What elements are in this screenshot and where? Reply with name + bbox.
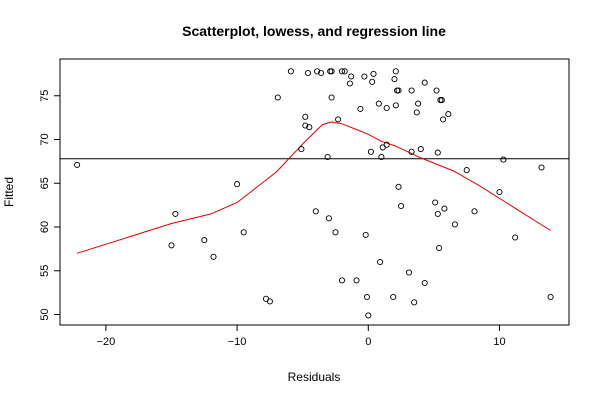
x-tick-label: −20 <box>97 336 116 348</box>
data-point <box>441 205 448 212</box>
data-point <box>408 87 415 94</box>
lowess-line <box>76 121 551 254</box>
data-point <box>398 202 405 210</box>
data-point <box>328 94 335 101</box>
data-point <box>341 68 348 75</box>
data-point <box>234 181 241 188</box>
y-tick-label: 65 <box>39 177 51 189</box>
data-point <box>383 141 390 148</box>
data-point <box>432 199 439 206</box>
data-point <box>451 221 458 228</box>
data-point <box>314 68 321 75</box>
data-point <box>201 237 208 244</box>
data-point <box>434 210 441 217</box>
data-point <box>370 70 377 77</box>
data-point <box>496 188 503 196</box>
data-point <box>338 68 346 75</box>
data-point <box>375 100 382 107</box>
data-point <box>298 146 305 153</box>
data-point <box>172 210 179 217</box>
data-point <box>363 293 371 301</box>
data-point <box>74 161 81 168</box>
data-point <box>367 148 374 155</box>
data-point <box>348 73 355 80</box>
data-point <box>346 80 353 87</box>
data-point <box>302 122 309 129</box>
data-point <box>353 277 360 284</box>
x-tick-label: 0 <box>365 336 371 348</box>
chart-title: Scatterplot, lowess, and regression line <box>182 23 446 39</box>
data-point <box>500 156 507 163</box>
data-point <box>210 253 217 260</box>
y-tick-label: 75 <box>39 90 51 102</box>
data-point <box>421 79 428 86</box>
data-point <box>335 116 342 123</box>
data-point <box>390 293 397 301</box>
data-point <box>438 97 445 104</box>
y-axis: 50 55 60 65 70 75 <box>39 90 60 321</box>
x-tick-label: −10 <box>228 336 247 348</box>
data-point <box>547 293 554 301</box>
x-axis: −20 −10 0 10 <box>97 325 506 348</box>
x-axis-title: Residuals <box>288 370 341 384</box>
data-point <box>369 78 376 85</box>
data-point <box>318 69 325 77</box>
data-point <box>378 153 385 161</box>
y-axis-title: Fitted <box>2 177 16 207</box>
data-point <box>306 124 313 131</box>
data-point <box>302 113 309 120</box>
data-point <box>240 229 247 236</box>
plot-frame <box>59 58 570 326</box>
y-tick-label: 70 <box>39 133 51 145</box>
data-point <box>440 116 447 123</box>
data-point <box>433 87 440 94</box>
y-tick-label: 55 <box>39 265 51 277</box>
data-point <box>312 208 319 215</box>
data-point <box>445 111 452 118</box>
data-point <box>471 208 478 215</box>
data-point <box>365 312 372 319</box>
data-point <box>395 183 402 190</box>
data-point <box>377 258 384 266</box>
data-point <box>392 102 399 109</box>
data-point <box>434 149 441 156</box>
data-point <box>415 100 422 107</box>
data-point <box>417 146 424 153</box>
data-point <box>463 167 470 174</box>
data-point <box>325 215 332 222</box>
data-point <box>362 231 369 238</box>
data-point <box>332 229 339 236</box>
data-point <box>324 153 331 161</box>
data-point <box>436 244 443 252</box>
y-tick-label: 50 <box>39 308 51 320</box>
data-point <box>361 73 368 80</box>
data-point <box>408 148 415 155</box>
data-point <box>405 269 413 276</box>
data-point <box>274 94 281 101</box>
points-layer <box>74 68 554 319</box>
data-point <box>395 87 402 94</box>
data-point <box>392 68 399 75</box>
data-point <box>266 298 273 305</box>
data-point <box>304 69 311 77</box>
x-tick-label: 10 <box>493 336 505 348</box>
data-point <box>391 76 398 83</box>
data-point <box>411 299 418 306</box>
data-point <box>421 279 428 287</box>
data-point <box>538 164 545 171</box>
data-point <box>168 242 175 249</box>
data-point <box>328 68 335 75</box>
data-point <box>338 277 346 284</box>
y-tick-label: 60 <box>39 221 51 233</box>
data-point <box>357 105 364 112</box>
data-point <box>383 104 390 112</box>
data-point <box>413 109 420 116</box>
data-point <box>287 68 294 75</box>
data-point <box>512 234 519 241</box>
